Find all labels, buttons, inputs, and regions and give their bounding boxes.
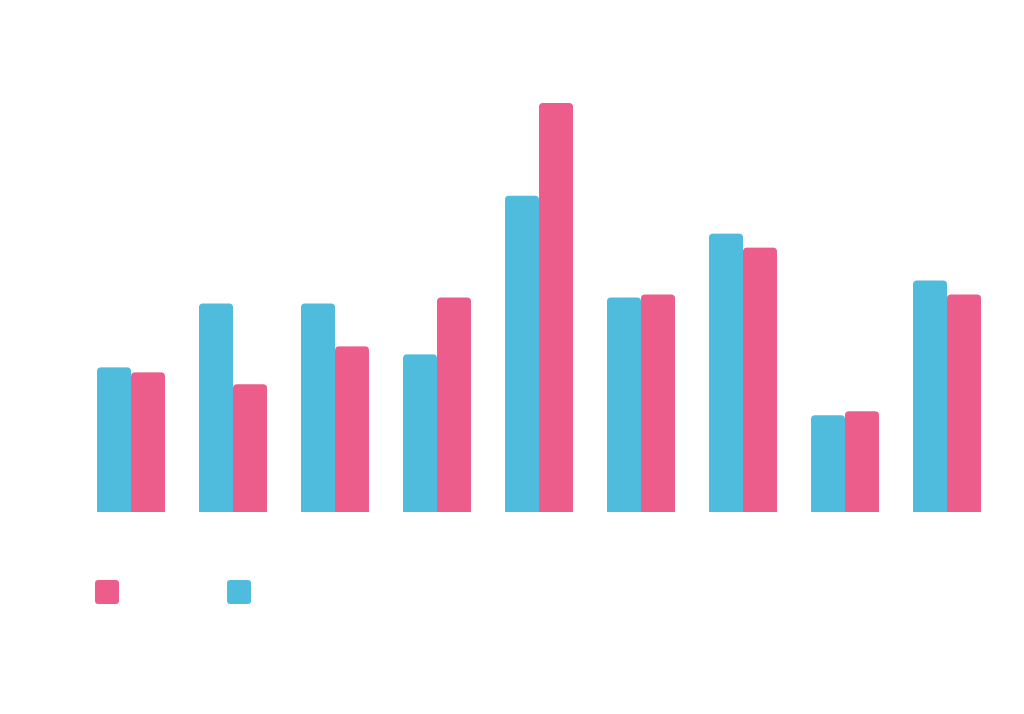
- bar-group: [811, 411, 879, 512]
- bar-blue: [403, 354, 437, 512]
- bar-group: [913, 280, 981, 512]
- legend-item: [227, 580, 251, 604]
- bar-blue: [811, 415, 845, 512]
- bar-blue: [607, 297, 641, 512]
- bar-group: [709, 233, 777, 512]
- bar-pink: [437, 297, 471, 512]
- legend-swatch-blue: [227, 580, 251, 604]
- legend: [95, 580, 251, 604]
- bar-pink: [131, 372, 165, 512]
- bar-pink: [539, 102, 573, 512]
- legend-swatch-pink: [95, 580, 119, 604]
- bar-pink: [845, 411, 879, 512]
- bar-pink: [947, 294, 981, 512]
- bars-layer: [97, 102, 981, 512]
- bar-group: [97, 367, 165, 512]
- bar-group: [403, 297, 471, 512]
- bar-blue: [97, 367, 131, 512]
- bar-blue: [709, 233, 743, 512]
- bar-group: [301, 303, 369, 512]
- legend-item: [95, 580, 119, 604]
- bar-group: [607, 294, 675, 512]
- bar-pink: [641, 294, 675, 512]
- bar-blue: [301, 303, 335, 512]
- bar-group: [199, 303, 267, 512]
- bar-pink: [743, 247, 777, 512]
- bar-pink: [335, 346, 369, 512]
- bar-blue: [199, 303, 233, 512]
- bar-blue: [913, 280, 947, 512]
- bar-blue: [505, 195, 539, 512]
- bar-group: [505, 102, 573, 512]
- bar-pink: [233, 384, 267, 512]
